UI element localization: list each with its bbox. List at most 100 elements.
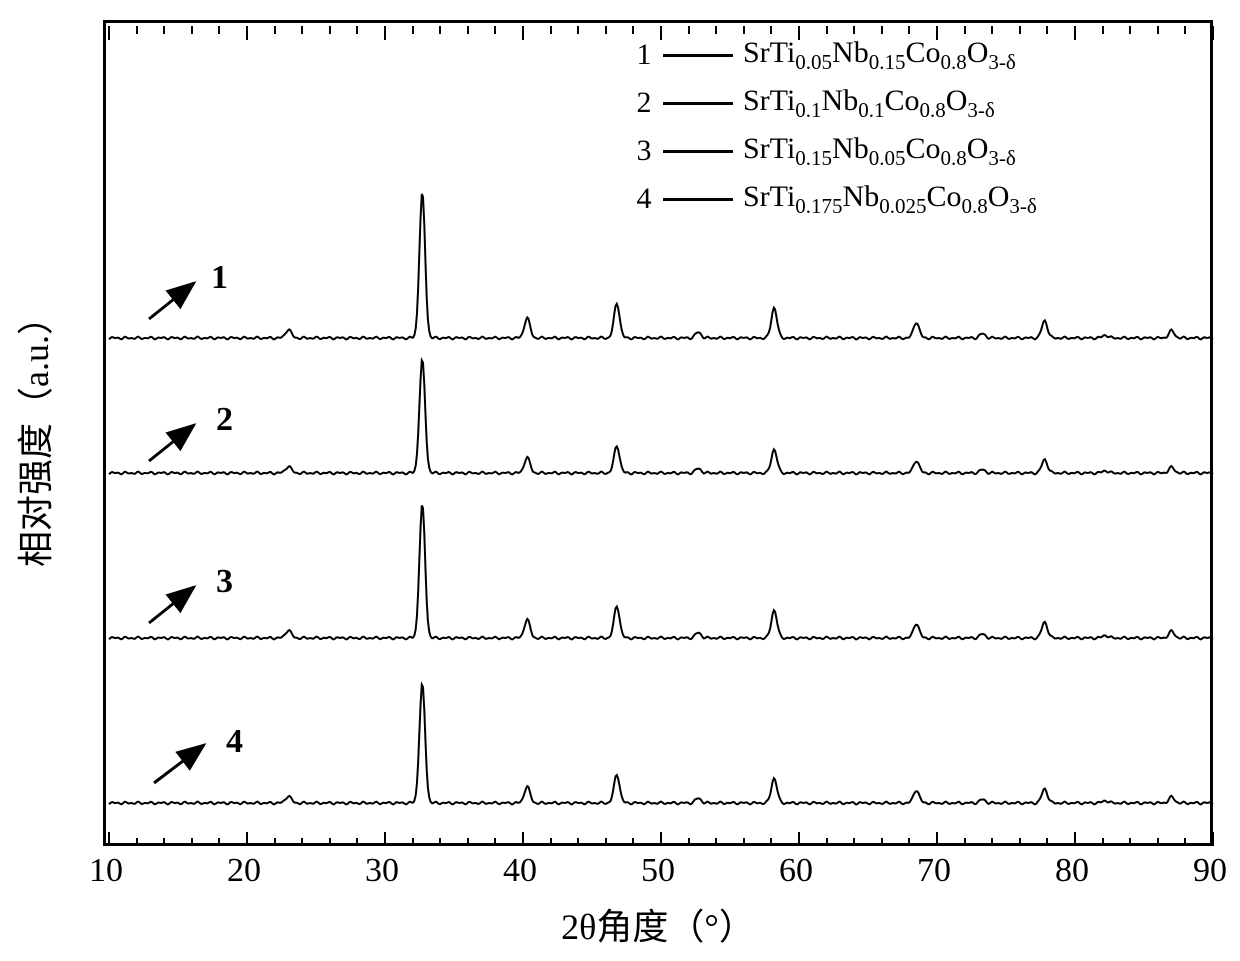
x-tick-minor	[743, 838, 745, 846]
x-tick-minor	[908, 838, 910, 846]
x-tick-minor-top	[136, 26, 138, 34]
xrd-trace	[109, 685, 1213, 805]
x-tick-major-top	[384, 26, 386, 40]
x-tick-major-top	[108, 26, 110, 40]
x-tick-major	[798, 832, 800, 846]
x-tick-minor	[1102, 838, 1104, 846]
x-tick-major-top	[1212, 26, 1214, 40]
x-tick-minor	[191, 838, 193, 846]
legend-entry: 4 SrTi0.175Nb0.025Co0.8O3-δ	[631, 175, 1037, 223]
x-tick-minor	[826, 838, 828, 846]
x-tick-minor	[274, 838, 276, 846]
legend-entry-formula: SrTi0.05Nb0.15Co0.8O3-δ	[743, 36, 1016, 75]
x-tick-minor-top	[329, 26, 331, 34]
x-tick-minor	[688, 838, 690, 846]
x-tick-minor-top	[191, 26, 193, 34]
x-tick-minor-top	[743, 26, 745, 34]
x-tick-minor	[577, 838, 579, 846]
x-tick-minor	[329, 838, 331, 846]
x-tick-minor-top	[163, 26, 165, 34]
legend-entry-number: 2	[631, 86, 657, 120]
legend-entry: 2 SrTi0.1Nb0.1Co0.8O3-δ	[631, 79, 1037, 127]
x-tick-label: 20	[227, 852, 261, 890]
x-tick-minor	[991, 838, 993, 846]
x-tick-label: 50	[641, 852, 675, 890]
x-tick-minor	[1019, 838, 1021, 846]
x-tick-minor	[494, 838, 496, 846]
legend-entry-formula: SrTi0.15Nb0.05Co0.8O3-δ	[743, 132, 1016, 171]
x-tick-minor-top	[881, 26, 883, 34]
legend-entry: 3 SrTi0.15Nb0.05Co0.8O3-δ	[631, 127, 1037, 175]
x-tick-major-top	[798, 26, 800, 40]
figure-container: 1 SrTi0.05Nb0.15Co0.8O3-δ 2 SrTi0.1Nb0.1Co0…	[0, 0, 1240, 961]
x-tick-minor	[163, 838, 165, 846]
legend-entry-number: 4	[631, 182, 657, 216]
x-tick-minor-top	[1184, 26, 1186, 34]
x-tick-minor-top	[218, 26, 220, 34]
x-tick-minor	[412, 838, 414, 846]
x-tick-label: 70	[917, 852, 951, 890]
legend-line-sample	[663, 198, 733, 201]
x-tick-minor-top	[274, 26, 276, 34]
x-tick-minor-top	[605, 26, 607, 34]
x-tick-minor-top	[301, 26, 303, 34]
trace-arrow	[154, 745, 204, 783]
x-tick-label: 60	[779, 852, 813, 890]
x-tick-minor	[605, 838, 607, 846]
x-tick-minor-top	[1046, 26, 1048, 34]
trace-number-label: 1	[211, 259, 228, 297]
legend-entry: 1 SrTi0.05Nb0.15Co0.8O3-δ	[631, 31, 1037, 79]
x-tick-minor-top	[577, 26, 579, 34]
x-tick-major-top	[246, 26, 248, 40]
x-tick-minor-top	[1129, 26, 1131, 34]
plot-area: 1 SrTi0.05Nb0.15Co0.8O3-δ 2 SrTi0.1Nb0.1Co0…	[103, 20, 1213, 846]
x-tick-major	[1212, 832, 1214, 846]
x-tick-minor	[136, 838, 138, 846]
x-tick-minor-top	[412, 26, 414, 34]
x-tick-major-top	[522, 26, 524, 40]
x-axis-label: 2θ角度（°）	[561, 898, 755, 950]
x-tick-minor	[356, 838, 358, 846]
x-tick-minor-top	[1102, 26, 1104, 34]
trace-number-label: 4	[226, 723, 243, 761]
trace-arrow	[149, 587, 194, 623]
x-tick-label: 90	[1193, 852, 1227, 890]
x-tick-minor-top	[356, 26, 358, 34]
x-tick-minor	[1046, 838, 1048, 846]
x-tick-minor-top	[826, 26, 828, 34]
x-tick-minor	[301, 838, 303, 846]
x-tick-minor	[550, 838, 552, 846]
x-tick-major	[936, 832, 938, 846]
x-tick-label: 40	[503, 852, 537, 890]
x-tick-minor-top	[632, 26, 634, 34]
xrd-trace	[109, 360, 1213, 474]
trace-number-label: 2	[216, 401, 233, 439]
x-tick-minor	[1184, 838, 1186, 846]
legend-entry-formula: SrTi0.175Nb0.025Co0.8O3-δ	[743, 180, 1037, 219]
trace-number-label: 3	[216, 563, 233, 601]
x-tick-minor-top	[908, 26, 910, 34]
x-tick-minor	[218, 838, 220, 846]
x-tick-minor-top	[1019, 26, 1021, 34]
x-tick-minor-top	[688, 26, 690, 34]
x-tick-minor-top	[439, 26, 441, 34]
trace-arrow	[149, 425, 194, 461]
xrd-trace	[109, 505, 1213, 639]
x-tick-minor-top	[467, 26, 469, 34]
x-tick-major	[660, 832, 662, 846]
x-tick-label: 30	[365, 852, 399, 890]
x-tick-major	[522, 832, 524, 846]
x-tick-minor	[467, 838, 469, 846]
x-tick-minor-top	[494, 26, 496, 34]
x-tick-minor-top	[770, 26, 772, 34]
x-tick-minor	[770, 838, 772, 846]
legend-entry-formula: SrTi0.1Nb0.1Co0.8O3-δ	[743, 84, 995, 123]
legend-entry-number: 1	[631, 38, 657, 72]
legend: 1 SrTi0.05Nb0.15Co0.8O3-δ 2 SrTi0.1Nb0.1Co0…	[631, 31, 1037, 223]
x-tick-major	[384, 832, 386, 846]
x-tick-major-top	[936, 26, 938, 40]
legend-entry-number: 3	[631, 134, 657, 168]
x-tick-major	[1074, 832, 1076, 846]
x-tick-major-top	[1074, 26, 1076, 40]
x-tick-label: 10	[89, 852, 123, 890]
